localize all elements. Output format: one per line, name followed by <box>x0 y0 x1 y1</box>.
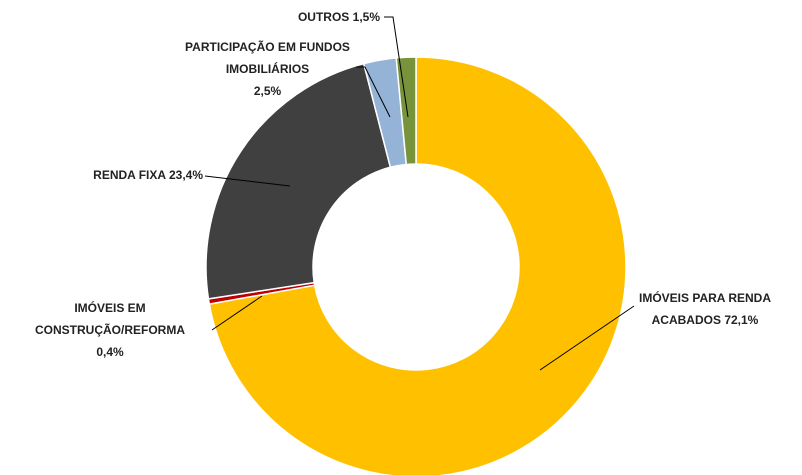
slice-label: IMÓVEIS PARA RENDA ACABADOS 72,1% <box>638 291 771 327</box>
slice-label: IMÓVEIS EM CONSTRUÇÃO/REFORMA 0,4% <box>35 301 185 359</box>
slice <box>205 62 392 300</box>
slice <box>208 56 627 475</box>
leader-line <box>539 305 635 371</box>
leader-line <box>211 295 263 331</box>
slice <box>395 56 417 166</box>
leader-line <box>204 175 291 187</box>
slice-label: RENDA FIXA 23,4% <box>93 168 203 182</box>
leader-line <box>356 66 391 118</box>
slice-label: OUTROS 1,5% <box>297 10 380 24</box>
leader-line <box>384 16 409 118</box>
slice-label: PARTICIPAÇÃO EM FUNDOS IMOBILIÁRIOS 2,5% <box>185 40 350 98</box>
